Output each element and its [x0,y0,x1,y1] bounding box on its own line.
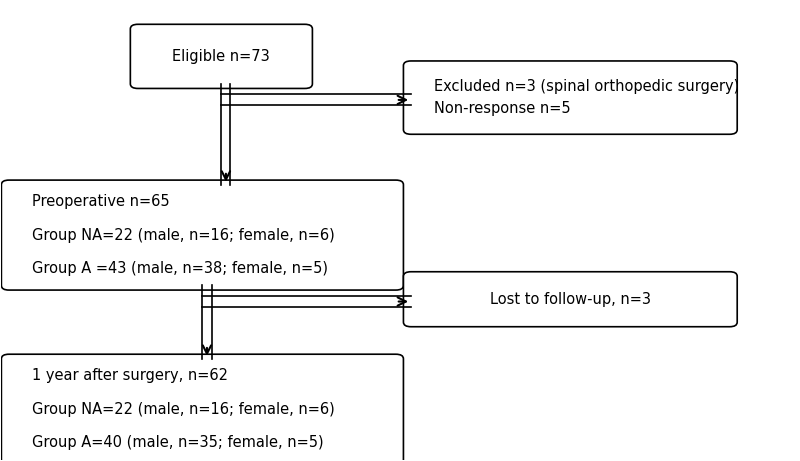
Text: Non-response n=5: Non-response n=5 [434,101,570,116]
Text: Eligible n=73: Eligible n=73 [173,49,270,64]
FancyBboxPatch shape [130,24,313,89]
FancyBboxPatch shape [403,272,738,327]
FancyBboxPatch shape [403,61,738,134]
Text: Group NA=22 (male, n=16; female, n=6): Group NA=22 (male, n=16; female, n=6) [32,402,334,417]
FancyBboxPatch shape [2,354,403,461]
FancyBboxPatch shape [2,180,403,290]
Text: Excluded n=3 (spinal orthopedic surgery): Excluded n=3 (spinal orthopedic surgery) [434,79,739,95]
Text: Preoperative n=65: Preoperative n=65 [32,194,170,209]
Text: Lost to follow-up, n=3: Lost to follow-up, n=3 [490,292,651,307]
Text: Group NA=22 (male, n=16; female, n=6): Group NA=22 (male, n=16; female, n=6) [32,228,334,242]
Text: Group A =43 (male, n=38; female, n=5): Group A =43 (male, n=38; female, n=5) [32,261,328,276]
Text: 1 year after surgery, n=62: 1 year after surgery, n=62 [32,368,228,383]
Text: Group A=40 (male, n=35; female, n=5): Group A=40 (male, n=35; female, n=5) [32,435,323,450]
